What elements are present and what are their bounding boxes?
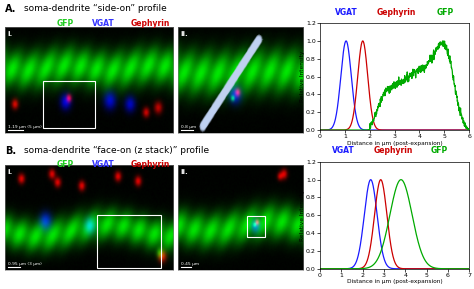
Text: ii.: ii. — [181, 168, 188, 175]
X-axis label: Distance in μm (post-expansion): Distance in μm (post-expansion) — [346, 141, 443, 146]
Text: 0.8 μm: 0.8 μm — [182, 125, 197, 129]
Y-axis label: Relative Intensity: Relative Intensity — [300, 51, 304, 102]
Text: 0.45 μm: 0.45 μm — [182, 262, 200, 266]
Text: soma-dendrite “side-on” profile: soma-dendrite “side-on” profile — [24, 4, 166, 13]
Text: GFP: GFP — [437, 8, 454, 16]
Bar — [247, 216, 265, 237]
Text: VGAT: VGAT — [92, 160, 115, 168]
Text: 0.95 μm (3 μm): 0.95 μm (3 μm) — [9, 262, 42, 266]
Bar — [43, 81, 95, 128]
Text: Gephyrin: Gephyrin — [130, 160, 170, 168]
Text: Gephyrin: Gephyrin — [377, 8, 416, 16]
Y-axis label: Relative Intensity: Relative Intensity — [300, 190, 304, 241]
Text: GFP: GFP — [57, 19, 74, 28]
Text: VGAT: VGAT — [92, 19, 115, 28]
Text: VGAT: VGAT — [335, 8, 357, 16]
Text: ii.: ii. — [181, 31, 188, 37]
Text: soma-dendrite “face-on (z stack)” profile: soma-dendrite “face-on (z stack)” profil… — [24, 146, 209, 155]
X-axis label: Distance in μm (post-expansion): Distance in μm (post-expansion) — [346, 279, 443, 284]
Text: B.: B. — [5, 146, 16, 156]
Text: A.: A. — [5, 4, 16, 14]
Text: GFP: GFP — [430, 146, 447, 155]
Text: Gephyrin: Gephyrin — [130, 19, 170, 28]
Text: Gephyrin: Gephyrin — [374, 146, 413, 155]
Text: i.: i. — [8, 31, 13, 37]
Text: VGAT: VGAT — [332, 146, 355, 155]
Bar — [97, 214, 161, 268]
Text: GFP: GFP — [57, 160, 74, 168]
Text: i.: i. — [8, 168, 13, 175]
Text: 1.19 μm (5 μm): 1.19 μm (5 μm) — [9, 125, 42, 129]
